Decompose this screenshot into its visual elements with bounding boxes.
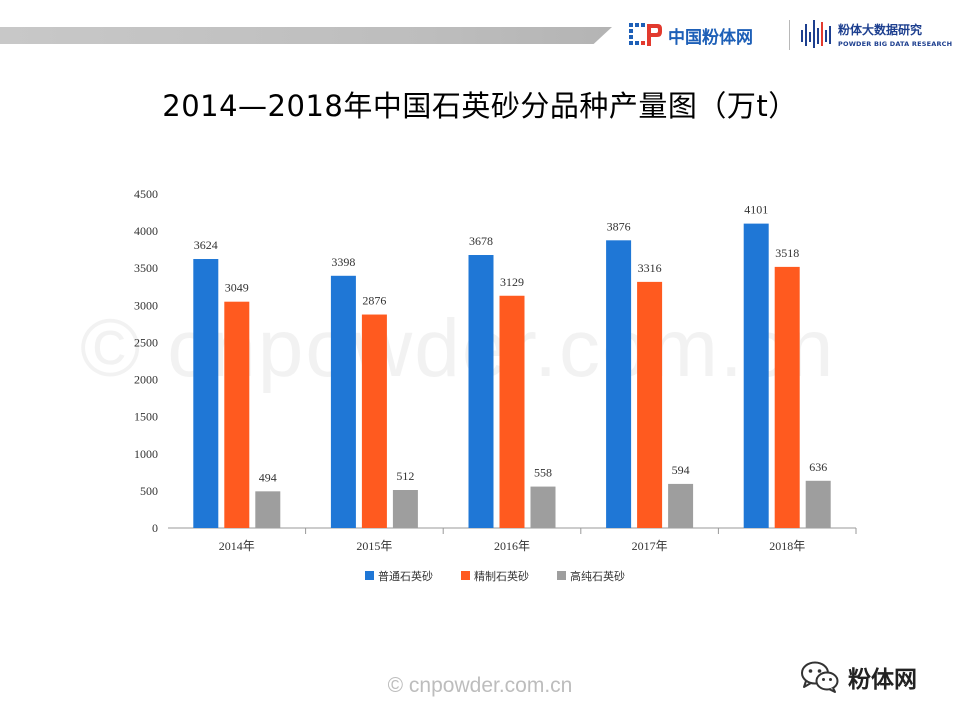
y-tick-label: 500 <box>140 484 158 498</box>
data-label: 2876 <box>362 294 386 308</box>
bar <box>224 301 250 528</box>
y-tick-label: 3000 <box>134 298 158 312</box>
data-label: 4101 <box>744 203 768 217</box>
bar <box>499 295 525 528</box>
wechat-account-name: 粉体网 <box>848 667 917 693</box>
footer-copyright: © cnpowder.com.cn <box>387 674 573 697</box>
data-label: 3678 <box>469 234 493 248</box>
data-label: 3129 <box>500 275 524 289</box>
y-tick-label: 0 <box>152 521 158 535</box>
data-label: 558 <box>534 466 552 480</box>
slide-title: 2014—2018年中国石英砂分品种产量图（万t） <box>162 89 798 123</box>
data-label: 3518 <box>775 246 799 260</box>
legend-swatch <box>461 571 470 580</box>
bar <box>637 281 663 528</box>
x-tick-label: 2017年 <box>632 539 668 553</box>
legend-swatch <box>557 571 566 580</box>
legend-swatch <box>365 571 374 580</box>
bar <box>330 275 356 528</box>
bar <box>774 266 800 528</box>
wechat-account[interactable]: 粉体网 <box>800 660 917 694</box>
bar <box>468 255 494 528</box>
data-label: 3049 <box>225 281 249 295</box>
bar <box>743 223 769 528</box>
x-tick-label: 2015年 <box>356 539 392 553</box>
bar <box>255 491 281 528</box>
data-label: 594 <box>672 463 690 477</box>
bar <box>530 486 556 528</box>
data-label: 494 <box>259 470 277 484</box>
y-tick-label: 3500 <box>134 261 158 275</box>
y-tick-label: 2000 <box>134 373 158 387</box>
cnpowder-logo-text: 中国粉体网 <box>668 27 753 48</box>
legend-label: 普通石英砂 <box>378 569 433 583</box>
logo-divider <box>789 20 790 50</box>
legend-label: 精制石英砂 <box>474 569 529 583</box>
bar <box>805 480 831 528</box>
powder-big-data-logo[interactable]: 粉体大数据研究 POWDER BIG DATA RESEARCH <box>800 16 952 52</box>
wechat-icon <box>801 661 839 693</box>
data-label: 3624 <box>194 238 218 252</box>
y-tick-label: 2500 <box>134 335 158 349</box>
logo-secondary-en: POWDER BIG DATA RESEARCH <box>838 39 953 48</box>
y-tick-label: 4000 <box>134 224 158 238</box>
logo-secondary-cn: 粉体大数据研究 <box>838 22 923 37</box>
data-label: 512 <box>396 469 414 483</box>
x-tick-label: 2014年 <box>219 539 255 553</box>
bar <box>361 314 387 528</box>
production-bar-chart: 0 500 1000 1500 2000 2500 3000 3500 4000 4500 3624… <box>134 187 857 583</box>
data-label: 3316 <box>638 261 662 275</box>
bar <box>668 483 694 528</box>
cnpowder-logo-mark-icon <box>628 20 664 50</box>
bar <box>193 259 219 528</box>
data-label: 3398 <box>331 255 355 269</box>
x-tick-label: 2016年 <box>494 539 530 553</box>
x-tick-label: 2018年 <box>769 539 805 553</box>
bar <box>606 240 632 528</box>
y-tick-label: 1000 <box>134 447 158 461</box>
top-banner-bar <box>0 27 612 44</box>
bar <box>392 489 418 528</box>
y-tick-label: 4500 <box>134 187 158 201</box>
data-label: 3876 <box>607 219 631 233</box>
bar-chart-logo-icon <box>801 20 831 48</box>
data-label: 636 <box>809 460 827 474</box>
cnpowder-logo[interactable]: 中国粉体网 <box>628 18 753 52</box>
legend-label: 高纯石英砂 <box>570 569 625 583</box>
y-tick-label: 1500 <box>134 410 158 424</box>
